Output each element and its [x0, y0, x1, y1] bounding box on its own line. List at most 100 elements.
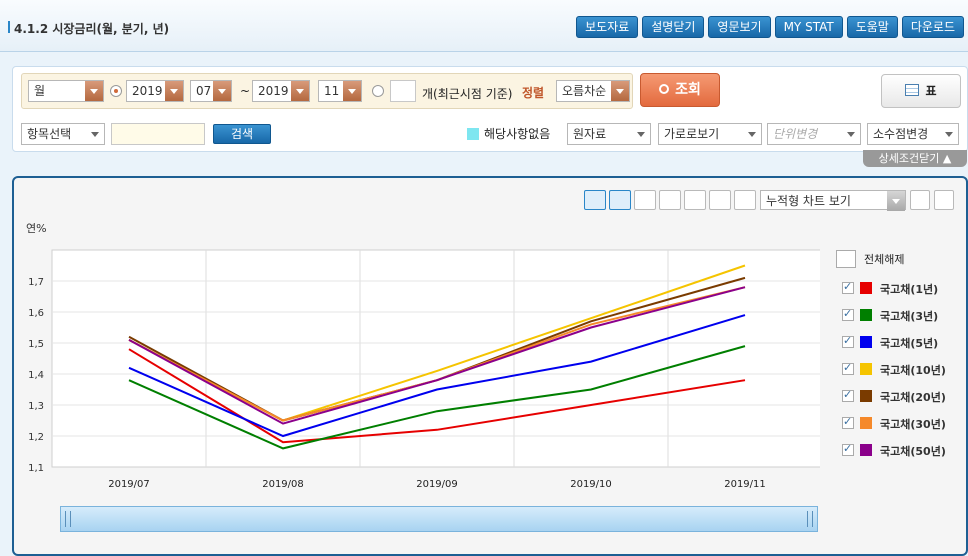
legend-checkbox[interactable] — [842, 361, 854, 375]
legend-item[interactable]: 국고채(20년) — [842, 388, 962, 405]
line-chart: 연% 1,1 1,2 1,3 1,4 1,5 1,6 1,7 2019/07 2019/08 20… — [26, 222, 820, 490]
legend-swatch — [860, 309, 872, 321]
legend-toggle-all[interactable]: 전체해제 — [836, 250, 916, 268]
help-button[interactable]: 도움말 — [846, 16, 898, 38]
list-icon[interactable] — [584, 190, 606, 210]
legend-swatch — [860, 444, 872, 456]
right-drag-handle[interactable] — [807, 511, 813, 527]
legend-toggle-label: 전체해제 — [864, 253, 905, 266]
item-select[interactable]: 항목선택 — [21, 123, 105, 145]
recent-count-input[interactable] — [390, 80, 416, 102]
press-release-button[interactable]: 보도자료 — [576, 16, 639, 38]
na-legend-swatch — [467, 128, 479, 140]
legend-checkbox[interactable] — [842, 388, 854, 402]
legend-item[interactable]: 국고채(1년) — [842, 280, 962, 297]
legend-swatch — [860, 363, 872, 375]
series-line — [128, 348, 746, 444]
filter-panel: 월 2019 07 ~ 2019 11 개(최근시점 기준) 정렬 오름차순 조… — [12, 66, 968, 152]
chevron-down-icon — [743, 124, 761, 144]
end-year-select[interactable]: 2019 — [252, 80, 310, 102]
sort-select[interactable]: 오름차순 — [556, 80, 630, 102]
print-icon[interactable] — [934, 190, 954, 210]
end-month-select[interactable]: 11 — [318, 80, 362, 102]
legend-swatch — [860, 282, 872, 294]
legend-swatch — [860, 390, 872, 402]
na-label: 해당사항없음 — [484, 127, 551, 141]
legend-label: 국고채(5년) — [880, 337, 939, 350]
start-year-select[interactable]: 2019 — [126, 80, 184, 102]
legend-checkbox[interactable] — [842, 334, 854, 348]
chevron-down-icon — [213, 81, 231, 101]
legend-item[interactable]: 국고채(5년) — [842, 334, 962, 351]
data-type-select[interactable]: 원자료 — [567, 123, 651, 145]
end-month-value: 11 — [324, 84, 340, 98]
decimal-change-select[interactable]: 소수점변경 — [867, 123, 959, 145]
query-button[interactable]: 조회 — [640, 73, 720, 107]
range-tilde: ~ — [240, 84, 251, 98]
x-tick-label: 2019/11 — [724, 479, 766, 490]
legend-item[interactable]: 국고채(30년) — [842, 415, 962, 432]
view-mode-select[interactable]: 가로로보기 — [658, 123, 762, 145]
period-select[interactable]: 월 — [28, 80, 104, 102]
legend-swatch — [860, 336, 872, 348]
y-tick-label: 1,5 — [28, 339, 44, 350]
view-mode-value: 가로로보기 — [664, 127, 720, 141]
table-view-button[interactable]: 표 — [881, 74, 961, 108]
save-icon[interactable] — [910, 190, 930, 210]
legend-checkbox[interactable] — [842, 307, 854, 321]
y-tick-label: 1,7 — [28, 277, 44, 288]
my-stat-button[interactable]: MY STAT — [774, 16, 843, 38]
legend-label: 국고채(30년) — [880, 418, 946, 431]
item-select-value: 항목선택 — [27, 127, 72, 141]
table-button-label: 표 — [925, 84, 937, 98]
legend-checkbox[interactable] — [842, 442, 854, 456]
start-year-value: 2019 — [132, 84, 163, 98]
legend-item[interactable]: 국고채(3년) — [842, 307, 962, 324]
series-line — [128, 345, 746, 450]
left-drag-handle[interactable] — [65, 511, 71, 527]
x-tick-label: 2019/09 — [416, 479, 458, 490]
start-month-select[interactable]: 07 — [190, 80, 232, 102]
chevron-down-icon — [842, 124, 860, 144]
chevron-down-icon — [85, 81, 103, 101]
unit-change-select: 단위변경 — [767, 123, 861, 145]
detail-close-tab[interactable]: 상세조건닫기 ▲ — [863, 150, 967, 167]
line-chart-icon[interactable] — [609, 190, 631, 210]
table-icon — [905, 84, 920, 96]
horizontal-bar-icon[interactable] — [709, 190, 731, 210]
legend-checkbox[interactable] — [842, 415, 854, 429]
chevron-down-icon — [887, 191, 905, 211]
recent-count-radio[interactable] — [372, 85, 384, 97]
search-input[interactable] — [111, 123, 205, 145]
legend-checkbox[interactable] — [842, 280, 854, 294]
english-view-button[interactable]: 영문보기 — [708, 16, 771, 38]
y-tick-label: 1,1 — [28, 463, 44, 474]
chart-range-scrollbar[interactable] — [60, 506, 818, 532]
y-tick-label: 1,6 — [28, 308, 44, 319]
detail-close-label: 상세조건닫기 — [878, 152, 940, 165]
chevron-down-icon — [165, 81, 183, 101]
scatter-chart-icon[interactable] — [634, 190, 656, 210]
header-button-group: 보도자료 설명닫기 영문보기 MY STAT 도움말 다운로드 — [576, 16, 964, 38]
end-year-value: 2019 — [258, 84, 289, 98]
search-button[interactable]: 검색 — [213, 124, 271, 144]
legend-item[interactable]: 국고채(10년) — [842, 361, 962, 378]
page-title: 4.1.2 시장금리(월, 분기, 년) — [7, 21, 170, 36]
period-select-value: 월 — [34, 84, 46, 98]
bar-chart-icon[interactable] — [659, 190, 681, 210]
legend-item[interactable]: 국고채(50년) — [842, 442, 962, 459]
stacked-bar-icon[interactable] — [684, 190, 706, 210]
data-type-value: 원자료 — [573, 127, 607, 141]
chart-view-select[interactable]: 누적형 차트 보기 — [760, 190, 906, 211]
chevron-down-icon — [940, 124, 958, 144]
search-icon — [659, 84, 670, 94]
legend-toggle-icon — [836, 250, 856, 268]
date-range-radio[interactable] — [110, 85, 122, 97]
stacked-horizontal-bar-icon[interactable] — [734, 190, 756, 210]
y-tick-label: 1,2 — [28, 432, 44, 443]
close-description-button[interactable]: 설명닫기 — [642, 16, 705, 38]
chevron-down-icon — [86, 124, 104, 144]
sort-label: 정렬 — [522, 86, 545, 100]
period-filter-row: 월 2019 07 ~ 2019 11 개(최근시점 기준) 정렬 오름차순 — [21, 73, 633, 109]
download-button[interactable]: 다운로드 — [901, 16, 964, 38]
